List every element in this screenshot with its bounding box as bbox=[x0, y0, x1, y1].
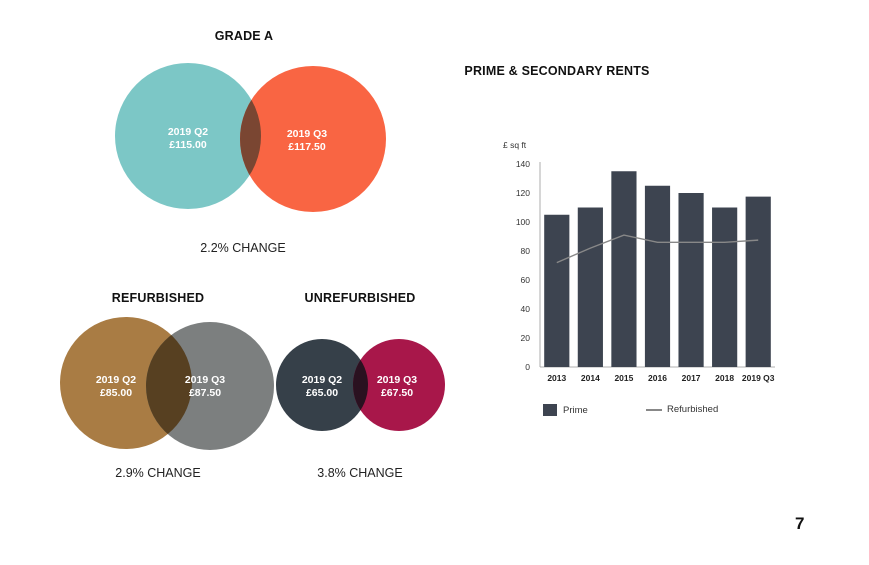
refurbished-title: REFURBISHED bbox=[111, 291, 205, 305]
y-tick-label: 0 bbox=[525, 362, 530, 372]
bar-prime bbox=[745, 196, 771, 367]
refurbished-q2-label: 2019 Q2 bbox=[96, 374, 136, 386]
legend-refurbished-line bbox=[646, 408, 662, 411]
bar-prime bbox=[577, 207, 603, 367]
y-tick-label: 100 bbox=[516, 217, 530, 227]
grade-a-q3-circle bbox=[240, 66, 386, 212]
refurbished-q3-label: 2019 Q3 bbox=[185, 374, 225, 386]
grade-a-change: 2.2% CHANGE bbox=[200, 241, 286, 255]
legend-refurbished: Refurbished bbox=[646, 404, 718, 415]
legend-refurbished-label: Refurbished bbox=[667, 404, 719, 415]
bar-prime bbox=[644, 185, 671, 367]
legend-prime: Prime bbox=[543, 404, 588, 416]
y-tick-label: 60 bbox=[521, 275, 531, 285]
y-tick-label: 40 bbox=[521, 304, 531, 314]
unrefurbished-q3-value: £67.50 bbox=[381, 387, 413, 399]
x-tick-label: 2018 bbox=[715, 373, 734, 383]
grade-a-q2-label: 2019 Q2 bbox=[168, 126, 208, 138]
bar-prime bbox=[712, 207, 738, 367]
refurbished-q3-value: £87.50 bbox=[189, 387, 221, 399]
line-refurbished bbox=[556, 234, 759, 264]
refurbished-overlap bbox=[146, 322, 192, 449]
rents-chart: £ sq ft 0 20 40 60 80 100 120 140 2013 2014 2015 201… bbox=[503, 140, 775, 383]
page-number: 7 bbox=[795, 514, 805, 533]
x-tick-label: 2017 bbox=[682, 373, 701, 383]
bar-prime bbox=[611, 171, 637, 367]
bar-prime bbox=[678, 193, 704, 367]
legend-prime-swatch bbox=[543, 404, 557, 416]
y-tick-label: 20 bbox=[521, 333, 531, 343]
x-tick-label: 2016 bbox=[648, 373, 667, 383]
unrefurbished-q2-label: 2019 Q2 bbox=[302, 374, 342, 386]
grade-a-q3-label: 2019 Q3 bbox=[287, 128, 327, 140]
refurbished-q2-value: £85.00 bbox=[100, 387, 132, 399]
unrefurbished-change: 3.8% CHANGE bbox=[317, 466, 403, 480]
x-tick-label: 2015 bbox=[614, 373, 633, 383]
x-tick-label: 2019 Q3 bbox=[742, 373, 775, 383]
grade-a-q3-value: £117.50 bbox=[288, 141, 326, 153]
grade-a-q2-value: £115.00 bbox=[169, 139, 207, 151]
chart-title: PRIME & SECONDARY RENTS bbox=[464, 64, 650, 78]
bar-prime bbox=[544, 214, 570, 367]
grade-a-title: GRADE A bbox=[214, 29, 274, 43]
grade-a-q2-circle bbox=[115, 63, 261, 209]
x-tick-label: 2013 bbox=[547, 373, 566, 383]
unrefurbished-q3-circle bbox=[353, 339, 445, 431]
y-tick-label: 140 bbox=[516, 159, 530, 169]
y-tick-label: 80 bbox=[521, 246, 531, 256]
refurbished-change: 2.9% CHANGE bbox=[115, 466, 201, 480]
y-tick-label: 120 bbox=[516, 188, 530, 198]
x-tick-label: 2014 bbox=[581, 373, 600, 383]
unrefurbished-title: UNREFURBISHED bbox=[304, 291, 416, 305]
unrefurbished-q2-circle bbox=[276, 339, 368, 431]
legend-prime-label: Prime bbox=[563, 404, 588, 416]
unrefurbished-q2-value: £65.00 bbox=[306, 387, 338, 399]
unrefurbished-q3-label: 2019 Q3 bbox=[377, 374, 417, 386]
y-axis-label: £ sq ft bbox=[503, 140, 527, 150]
